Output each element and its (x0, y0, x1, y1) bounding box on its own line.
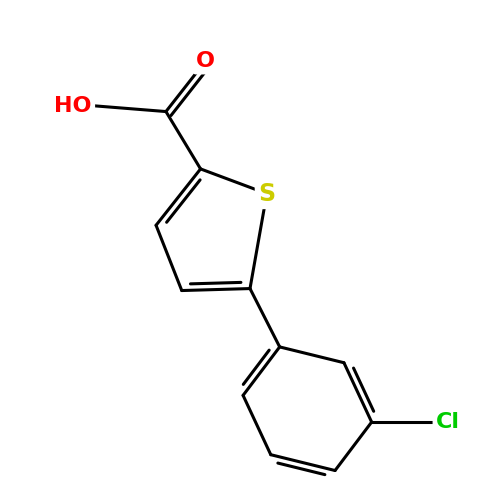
Text: O: O (196, 51, 215, 71)
Text: HO: HO (54, 96, 92, 116)
Text: S: S (258, 182, 276, 206)
Text: Cl: Cl (436, 412, 460, 432)
